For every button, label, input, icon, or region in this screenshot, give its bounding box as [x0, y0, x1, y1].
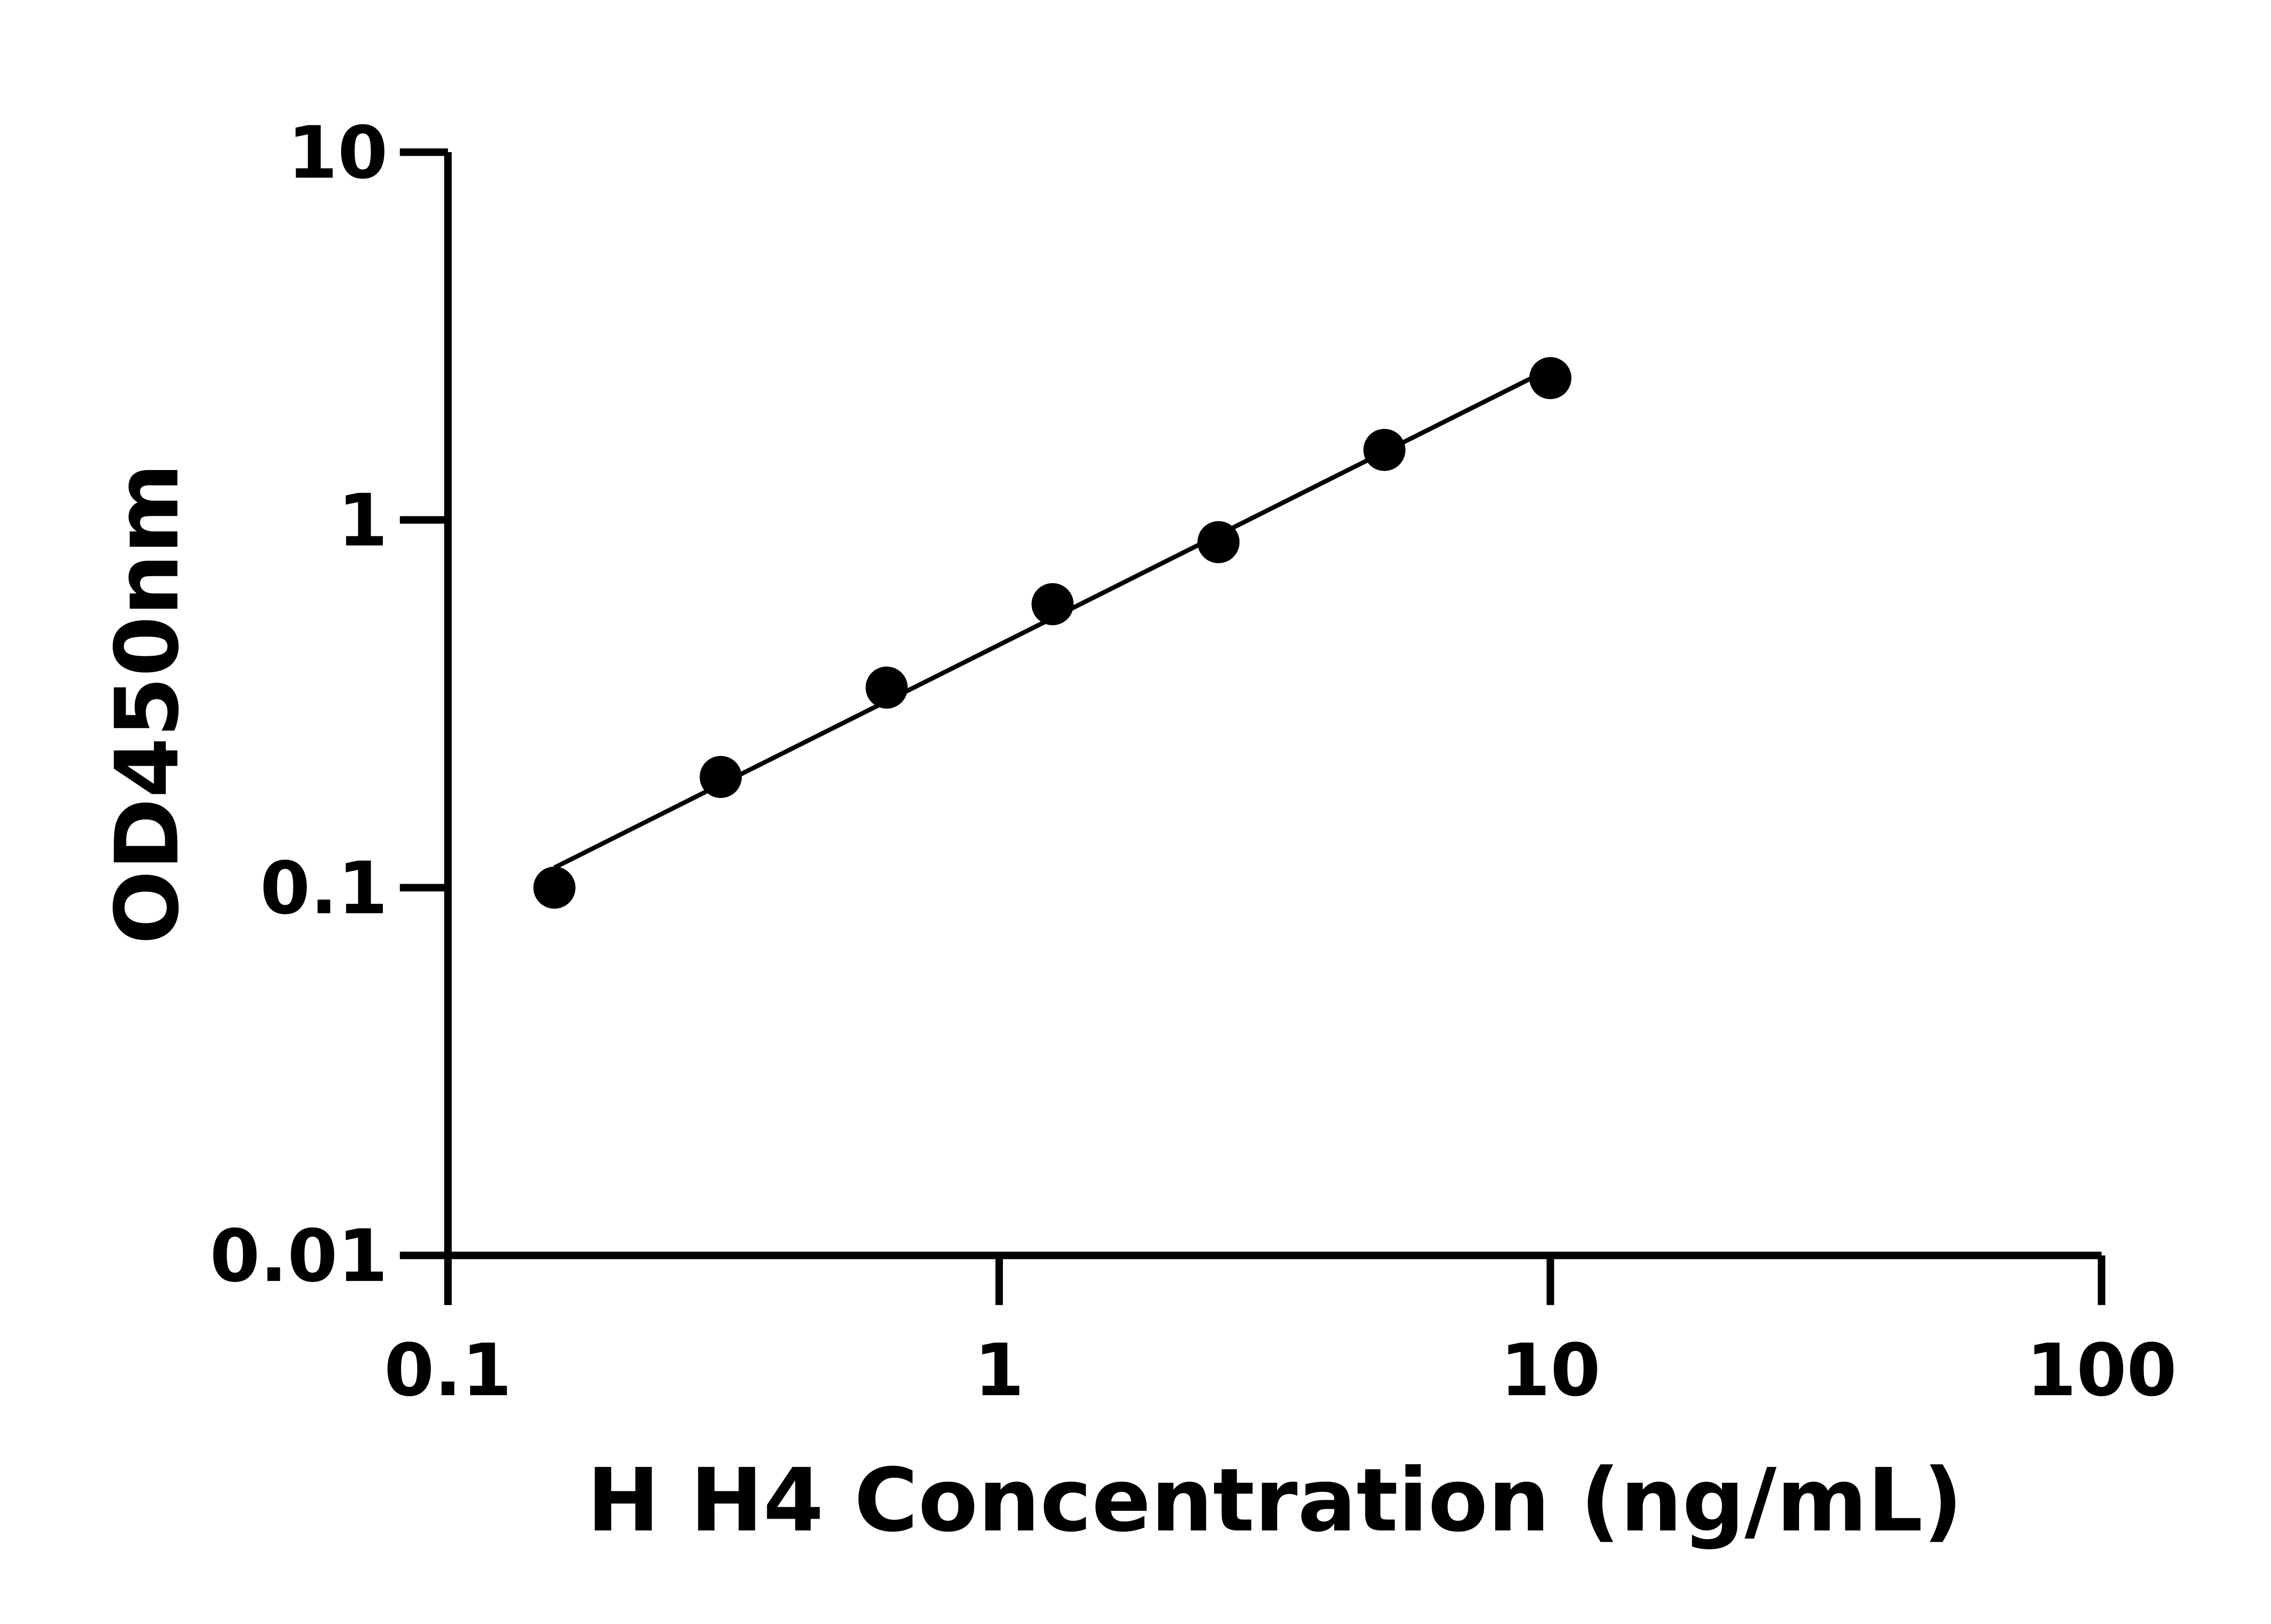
y-tick-label: 0.1 [260, 847, 387, 931]
x-tick-label: 1 [974, 1329, 1025, 1412]
y-tick-label: 0.01 [210, 1215, 388, 1298]
x-axis-label: H H4 Concentration (ng/mL) [587, 1450, 1963, 1551]
y-tick-label: 1 [337, 479, 388, 563]
tick-labels: 0.1 1 10 100 0.01 0.1 1 10 [210, 111, 2177, 1412]
data-point [699, 756, 742, 798]
y-axis-label: OD450nm [97, 463, 198, 945]
data-point [1529, 357, 1572, 399]
x-tick-label: 100 [2026, 1329, 2177, 1412]
x-tick-label: 10 [1500, 1329, 1601, 1412]
data-point [1363, 429, 1406, 471]
data-points [533, 357, 1572, 909]
axes [400, 148, 2106, 1305]
data-point [1197, 521, 1240, 564]
data-point [1031, 583, 1074, 625]
y-tick-label: 10 [288, 111, 388, 195]
x-tick-label: 0.1 [384, 1329, 512, 1412]
data-point [865, 666, 908, 709]
data-point [533, 866, 575, 909]
